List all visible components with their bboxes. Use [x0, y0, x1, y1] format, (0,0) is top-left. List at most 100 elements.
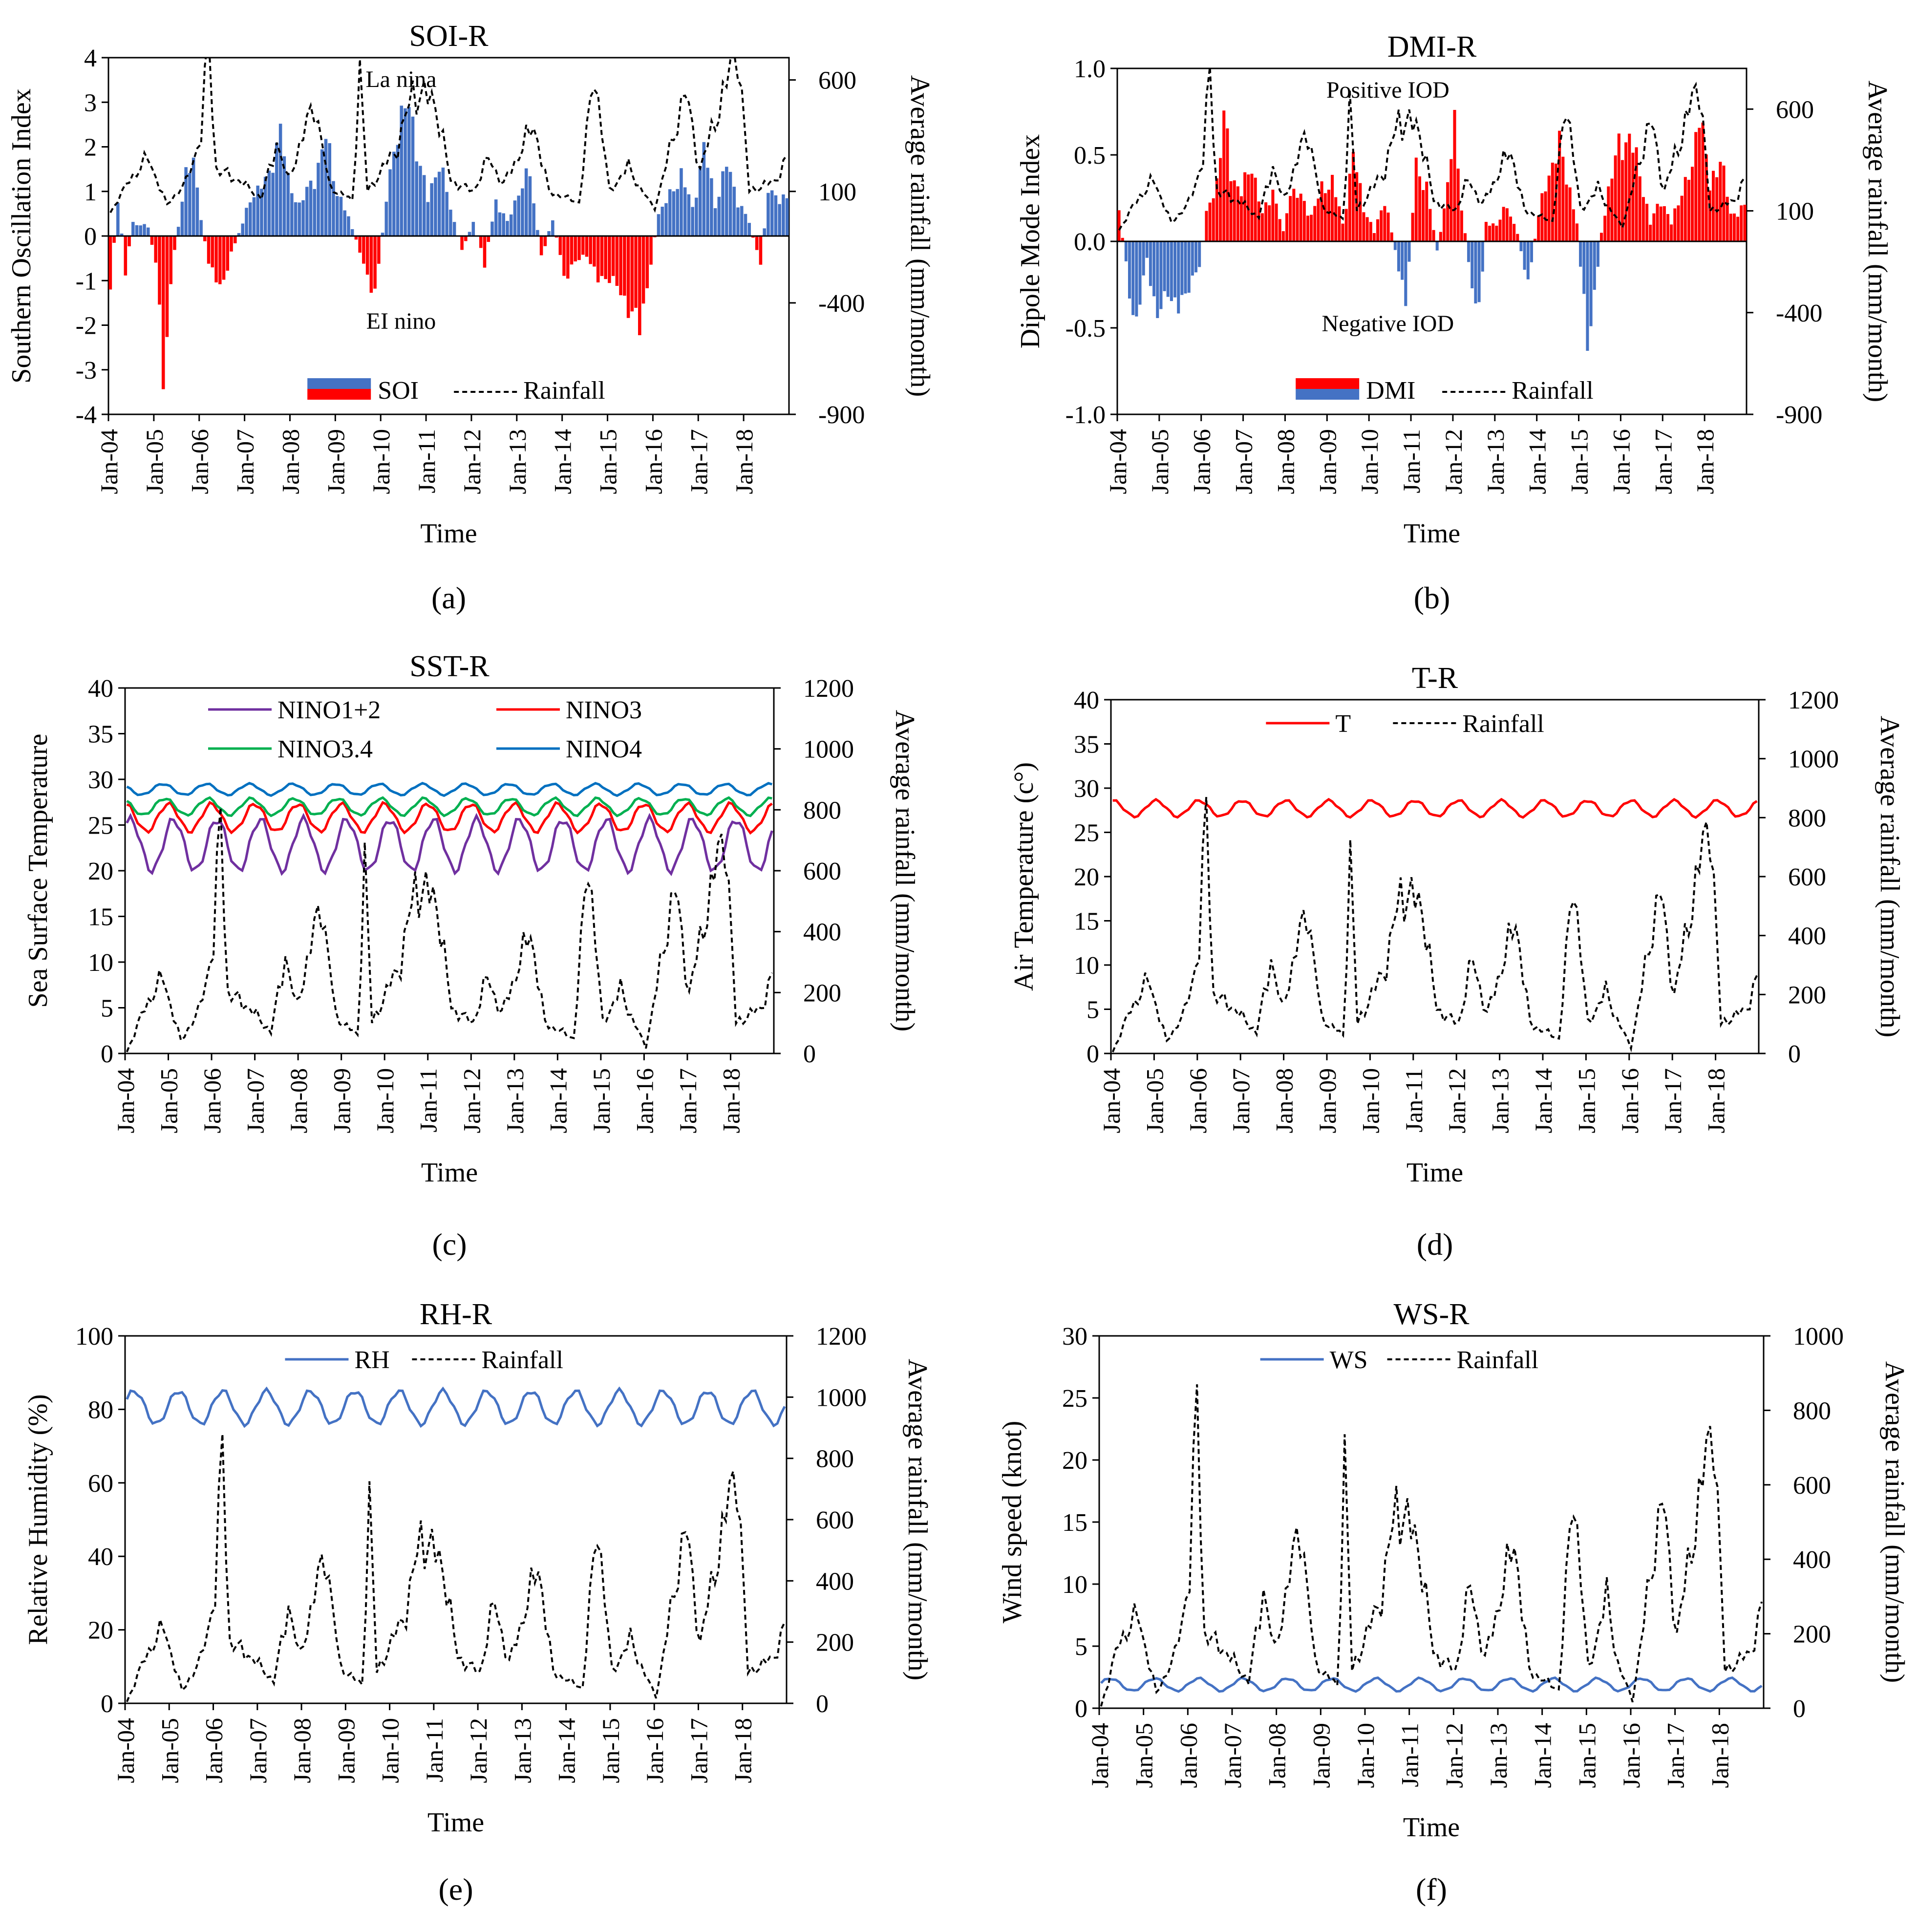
bar-soi [241, 223, 245, 236]
bar-dmi [1194, 241, 1198, 273]
x-tick-label: Jan-12 [1440, 1723, 1468, 1788]
bar-dmi [1124, 241, 1128, 261]
x-tick-label: Jan-04 [1098, 1068, 1125, 1133]
bar-soi [150, 236, 154, 245]
annotation-1: EI nino [366, 308, 436, 334]
y-tick-label: 100 [75, 1323, 113, 1351]
bar-soi [683, 187, 687, 236]
y2-tick-label: 400 [816, 1567, 854, 1595]
bar-dmi [1575, 223, 1578, 241]
bar-dmi [1662, 206, 1666, 241]
x-tick-label: Jan-12 [1443, 1068, 1470, 1133]
bar-soi [611, 236, 615, 276]
series-line-ws [1100, 1676, 1763, 1693]
x-tick-label: Jan-16 [1607, 429, 1635, 494]
bar-soi [400, 106, 404, 236]
y2-tick-label: 200 [1788, 981, 1826, 1009]
y-tick-label: 5 [101, 995, 113, 1023]
bar-soi [437, 172, 441, 236]
x-tick-label: Jan-15 [1566, 429, 1593, 494]
bar-dmi [1338, 206, 1341, 241]
bar-soi [521, 188, 524, 236]
bar-dmi [1572, 209, 1575, 241]
bar-dmi [1163, 241, 1166, 291]
bar-dmi [1323, 193, 1327, 241]
y2-tick-label: -400 [818, 290, 865, 318]
bar-dmi [1250, 173, 1254, 241]
bar-dmi [1422, 190, 1425, 241]
bar-soi [464, 236, 468, 241]
bar-dmi [1341, 223, 1344, 241]
bar-dmi [1414, 157, 1418, 241]
bar-soi [222, 236, 226, 280]
bar-dmi [1641, 197, 1645, 241]
bar-soi [320, 149, 324, 236]
bar-soi [641, 236, 645, 304]
y-tick-label: 15 [88, 903, 113, 931]
bar-soi [218, 236, 222, 284]
y2-tick-label: 200 [816, 1629, 854, 1657]
bar-soi [230, 236, 233, 252]
bar-dmi [1519, 241, 1523, 252]
bar-soi [192, 157, 195, 236]
bar-dmi [1198, 241, 1201, 267]
bar-dmi [1509, 216, 1513, 241]
x-tick-label: Jan-16 [631, 1068, 658, 1133]
bar-dmi [1726, 196, 1729, 241]
bar-soi [626, 236, 630, 318]
bar-dmi [1268, 205, 1271, 241]
series-line-nino4 [126, 782, 773, 797]
bar-dmi [1236, 186, 1239, 241]
bar-soi [388, 169, 392, 236]
bar-dmi [1128, 241, 1131, 299]
bar-soi [434, 177, 437, 236]
y-tick-label: 1.0 [1074, 55, 1106, 83]
bar-dmi [1344, 209, 1348, 241]
bar-dmi [1320, 181, 1323, 241]
y2-tick-label: 600 [818, 67, 856, 95]
y2-tick-label: 1200 [816, 1323, 867, 1351]
bar-dmi [1607, 186, 1610, 241]
bar-soi [767, 193, 770, 236]
legend-label-1: Rainfall [1462, 710, 1544, 738]
bar-soi [483, 236, 487, 268]
bar-soi [744, 214, 747, 236]
bar-soi [452, 222, 456, 236]
bar-dmi [1187, 241, 1191, 293]
bar-dmi [1264, 202, 1268, 241]
x-tick-label: Jan-07 [232, 429, 259, 494]
bar-dmi [1401, 241, 1404, 280]
x-tick-label: Jan-13 [504, 429, 531, 494]
y2-tick-label: 0 [1788, 1040, 1801, 1068]
y-tick-label: 20 [88, 858, 113, 885]
x-tick-label: Jan-16 [1616, 1068, 1643, 1133]
bar-soi [286, 172, 290, 236]
bar-dmi [1684, 177, 1687, 241]
bar-soi [581, 236, 585, 255]
bar-soi [785, 198, 789, 236]
y2-tick-label: 200 [1793, 1621, 1831, 1649]
bar-dmi [1495, 225, 1498, 241]
x-tick-label: Jan-08 [288, 1718, 316, 1783]
chart-title: WS-R [1394, 1298, 1470, 1331]
bar-dmi [1628, 133, 1631, 241]
x-tick-label: Jan-05 [156, 1718, 183, 1783]
x-tick-label: Jan-08 [1263, 1723, 1291, 1788]
bar-dmi [1743, 205, 1747, 241]
y-tick-label: 40 [88, 675, 113, 703]
bar-soi [184, 167, 188, 236]
bar-dmi [1638, 176, 1641, 241]
bar-dmi [1170, 241, 1173, 301]
x-tick-label: Jan-04 [1086, 1723, 1113, 1788]
bar-dmi [1523, 241, 1526, 270]
bar-soi [664, 203, 668, 236]
x-tick-label: Jan-14 [1529, 1723, 1556, 1788]
bar-soi [263, 176, 267, 236]
x-tick-label: Jan-11 [415, 1068, 442, 1132]
series-line-rainfall [109, 58, 788, 214]
bar-dmi [1596, 241, 1599, 267]
bar-soi [343, 210, 346, 236]
y-tick-label: 60 [88, 1470, 113, 1498]
annotation-1: Negative IOD [1322, 311, 1454, 337]
chart-title: SOI-R [409, 20, 489, 53]
